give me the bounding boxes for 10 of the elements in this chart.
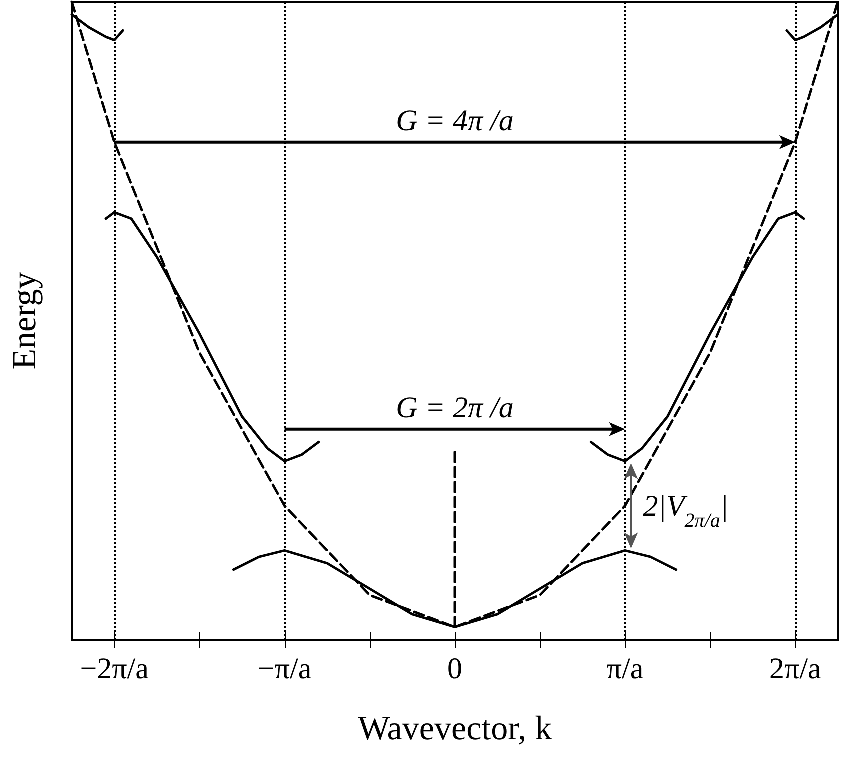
x-tick-label: π/a [606,652,644,686]
annotation: G = 2π /a [396,391,514,424]
annotation: 2|V$_{2π/a}$| [643,490,729,532]
y-axis-title: Energy [6,272,44,370]
annotation: G = 4π /a [396,104,514,138]
x-tick-label: −π/a [258,652,312,686]
x-tick-label: 2π/a [770,652,822,686]
x-tick-label: −2π/a [80,652,149,686]
x-axis-title: Wavevector, k [358,710,552,748]
x-tick-label: 0 [448,652,462,686]
